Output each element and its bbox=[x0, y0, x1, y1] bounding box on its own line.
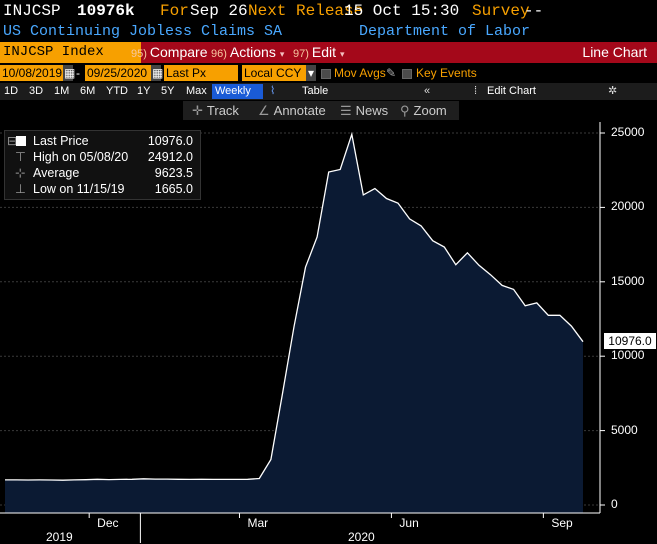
annotate-button[interactable]: ∠ Annotate bbox=[258, 103, 326, 118]
period-6m[interactable]: 6M bbox=[80, 85, 96, 97]
data-source: Department of Labor bbox=[359, 23, 531, 40]
track-button[interactable]: ✛ Track bbox=[192, 103, 239, 118]
low-marker-icon: ⊥ bbox=[15, 182, 26, 196]
survey-label: Survey bbox=[472, 2, 530, 20]
for-label: For bbox=[160, 2, 189, 20]
news-icon: ☰ bbox=[340, 103, 352, 118]
security-header: INJCSP 10976k For Sep 26 Next Release 15… bbox=[0, 0, 657, 22]
y-tick-label: 15000 bbox=[611, 273, 645, 288]
period-1m[interactable]: 1M bbox=[54, 85, 70, 97]
high-marker-icon: ⊤ bbox=[15, 150, 26, 164]
period-3d[interactable]: 3D bbox=[29, 85, 44, 97]
chart-legend: ⊟ Last Price 10976.0 ⊤ High on 05/08/20 … bbox=[4, 130, 201, 200]
compare-button[interactable]: 95) Compare bbox=[131, 44, 208, 60]
series-info: US Continuing Jobless Claims SA Departme… bbox=[0, 22, 657, 42]
actions-button[interactable]: 96) Actions ▾ bbox=[211, 44, 285, 60]
chart-tools: ✛ Track ∠ Annotate ☰ News ⚲ Zoom bbox=[0, 100, 657, 121]
year-label: 2020 bbox=[348, 530, 375, 544]
news-button[interactable]: ☰ News bbox=[340, 103, 389, 118]
crosshair-icon: ✛ bbox=[192, 103, 203, 118]
ticker-label: INJCSP bbox=[3, 2, 61, 20]
end-date-input[interactable]: 09/25/2020 bbox=[85, 65, 151, 81]
next-release-label: Next Release bbox=[248, 2, 364, 20]
edit-button[interactable]: 97) Edit ▾ bbox=[293, 44, 345, 60]
chevron-down-icon[interactable]: ▾ bbox=[306, 65, 316, 81]
for-date: Sep 26 bbox=[190, 2, 248, 20]
chart-type-label[interactable]: Line Chart bbox=[582, 44, 647, 60]
gear-icon[interactable]: ✲ bbox=[608, 85, 618, 97]
key-events-label[interactable]: Key Events bbox=[416, 66, 477, 80]
y-tick-label: 20000 bbox=[611, 199, 645, 214]
chart-settings: 10/08/2019 ▦ - 09/25/2020 ▦ Last Px Loca… bbox=[0, 63, 657, 83]
series-name: US Continuing Jobless Claims SA bbox=[3, 23, 283, 40]
edit-chart-button[interactable]: Edit Chart bbox=[487, 85, 536, 97]
mov-avgs-checkbox[interactable] bbox=[321, 69, 331, 79]
year-label: 2019 bbox=[46, 530, 73, 544]
key-events-checkbox[interactable] bbox=[402, 69, 412, 79]
period-5y[interactable]: 5Y bbox=[161, 85, 175, 97]
legend-swatch bbox=[16, 136, 26, 146]
dropdown-arrow-icon: ▾ bbox=[279, 49, 285, 59]
period-1y[interactable]: 1Y bbox=[137, 85, 151, 97]
series-area bbox=[5, 134, 583, 514]
period-max[interactable]: Max bbox=[186, 85, 207, 97]
x-tick-label: Mar bbox=[247, 516, 269, 530]
table-button[interactable]: Table bbox=[302, 85, 329, 97]
settings-icon[interactable]: ⁞ bbox=[474, 85, 478, 97]
series-line bbox=[5, 131, 584, 481]
period-bar: 1D 3D 1M 6M YTD 1Y 5Y Max Weekly ▼ ⌇ Tab… bbox=[0, 83, 657, 112]
y-tick-label: 25000 bbox=[611, 125, 645, 139]
survey-value: -- bbox=[524, 2, 544, 20]
security-field[interactable]: INJCSP Index bbox=[0, 42, 141, 63]
zoom-button[interactable]: ⚲ Zoom bbox=[400, 103, 447, 118]
mov-avgs-label[interactable]: Mov Avgs bbox=[334, 66, 386, 80]
date-range-separator: - bbox=[76, 66, 80, 80]
x-tick-label: Dec bbox=[97, 516, 119, 530]
average-marker-icon: ⊹ bbox=[15, 166, 26, 180]
last-value-tag: 10976.0 bbox=[604, 333, 656, 349]
tools-bar bbox=[183, 101, 459, 120]
period-ytd[interactable]: YTD bbox=[106, 85, 128, 97]
currency-select[interactable]: Local CCY bbox=[242, 65, 306, 81]
pencil-icon[interactable]: ✎ bbox=[386, 66, 397, 80]
toolbar: INJCSP Index 95) Compare 96) Actions ▾ 97) E… bbox=[0, 42, 657, 63]
annotate-icon: ∠ bbox=[258, 103, 270, 118]
dropdown-arrow-icon: ▾ bbox=[340, 49, 345, 59]
period-1d[interactable]: 1D bbox=[4, 85, 19, 97]
x-tick-label: Sep bbox=[551, 516, 573, 530]
y-tick-label: 5000 bbox=[611, 422, 638, 437]
x-tick-label: Jun bbox=[399, 516, 419, 530]
search-icon: ⚲ bbox=[400, 103, 410, 118]
line-chart-icon[interactable]: ⌇ bbox=[270, 85, 276, 97]
start-date-input[interactable]: 10/08/2019 bbox=[0, 65, 63, 81]
double-chevron-left-icon[interactable]: « bbox=[424, 85, 431, 97]
field-select[interactable]: Last Px bbox=[164, 65, 238, 81]
y-tick-label: 0 bbox=[611, 497, 618, 511]
calendar-icon[interactable]: ▦ bbox=[151, 65, 164, 81]
y-tick-label: 10000 bbox=[611, 348, 645, 363]
last-value: 10976k bbox=[77, 2, 135, 20]
calendar-icon[interactable]: ▦ bbox=[63, 65, 76, 81]
next-release-date: 15 Oct 15:30 bbox=[344, 2, 460, 20]
